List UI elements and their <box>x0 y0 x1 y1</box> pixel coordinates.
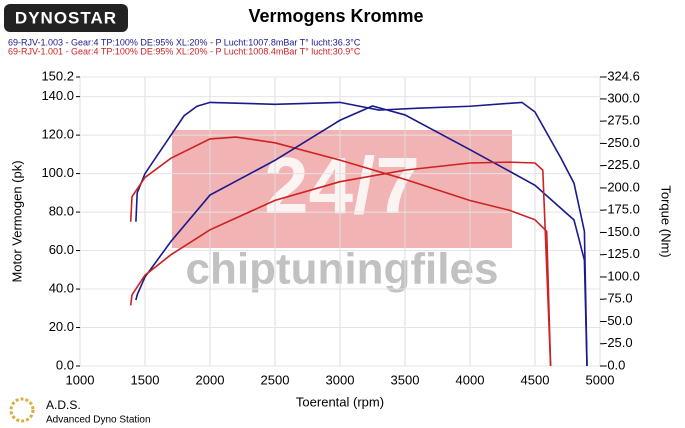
watermark: 24/7 <box>264 141 420 230</box>
y2-tick-label: -250.0 <box>603 135 640 150</box>
x-tick-label: 4500 <box>521 372 550 387</box>
y-axis-label: Motor Vermogen (pk) <box>9 160 24 282</box>
y2-tick-label: -175.0 <box>603 202 640 217</box>
ads-icon <box>9 397 35 423</box>
series-line <box>129 136 552 367</box>
x-tick-label: 1000 <box>66 372 95 387</box>
footer: A.D.S. <box>46 398 81 412</box>
y2-tick-label: -225.0 <box>603 157 640 172</box>
y2-tick-label: -200.0 <box>603 179 640 194</box>
y-tick-label: 60.0 <box>49 242 74 257</box>
y-tick-label: 120.0 <box>41 127 74 142</box>
legend-entry: 69-RJV-1.001 - Gear:4 TP:100% DE:95% XL:… <box>8 46 361 56</box>
series-line <box>129 161 552 367</box>
logo-box <box>4 4 128 32</box>
y-tick-label: 140.0 <box>41 88 74 103</box>
logo: DYNOSTAR <box>15 8 117 27</box>
y2-tick-label: -324.6 <box>603 68 640 83</box>
y2-tick-label: -300.0 <box>603 90 640 105</box>
x-tick-label: 4000 <box>456 372 485 387</box>
series-line <box>135 101 588 367</box>
y2-tick-label: -25.0 <box>603 335 633 350</box>
y-tick-label: 80.0 <box>49 204 74 219</box>
y2-tick-label: -125.0 <box>603 246 640 261</box>
y2-axis-label: Torque (Nm) <box>659 185 674 257</box>
x-tick-label: 1500 <box>131 372 160 387</box>
legend-entry: 69-RJV-1.003 - Gear:4 TP:100% DE:95% XL:… <box>8 37 361 47</box>
y-tick-label: 40.0 <box>49 280 74 295</box>
y-tick-label: 0.0 <box>56 357 74 372</box>
x-axis-label: Toerental (rpm) <box>296 394 384 409</box>
footer: Advanced Dyno Station <box>46 415 151 426</box>
y-tick-label: 150.2 <box>41 68 74 83</box>
x-tick-label: 2500 <box>261 372 290 387</box>
y2-tick-label: -0.0 <box>603 357 625 372</box>
y2-tick-label: -50.0 <box>603 313 633 328</box>
watermark-box <box>172 130 512 248</box>
x-tick-label: 3500 <box>391 372 420 387</box>
y2-tick-label: -75.0 <box>603 291 633 306</box>
watermark: chiptuningfiles <box>186 245 499 294</box>
y-tick-label: 100.0 <box>41 165 74 180</box>
y2-tick-label: -275.0 <box>603 113 640 128</box>
x-tick-label: 2000 <box>196 372 225 387</box>
chart-title: Vermogens Kromme <box>248 6 423 26</box>
x-tick-label: 5000 <box>586 372 615 387</box>
y2-tick-label: -150.0 <box>603 224 640 239</box>
y2-tick-label: -100.0 <box>603 268 640 283</box>
x-tick-label: 3000 <box>326 372 355 387</box>
y-tick-label: 20.0 <box>49 319 74 334</box>
